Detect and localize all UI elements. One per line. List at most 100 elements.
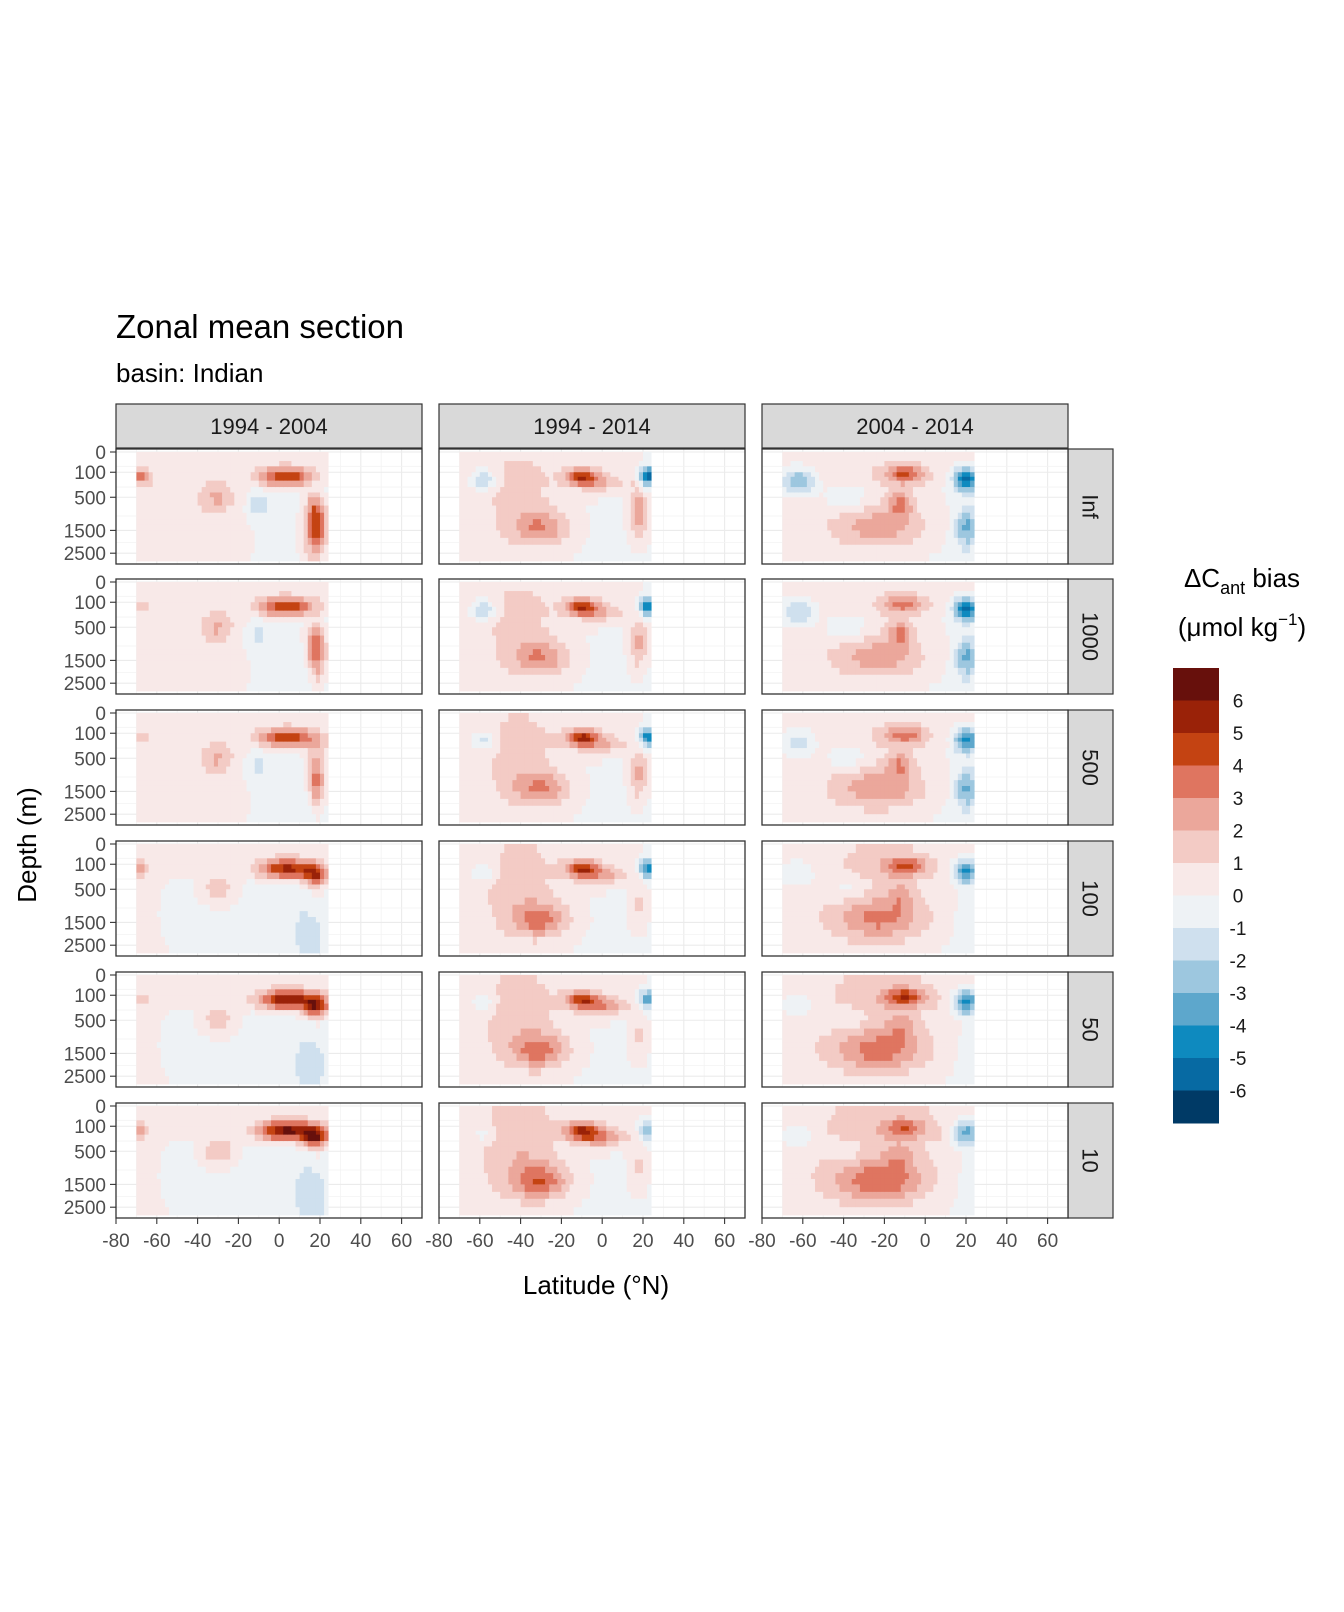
heatmap-cell — [929, 512, 934, 520]
heatmap-cell — [618, 524, 623, 531]
heatmap-cell — [953, 512, 959, 520]
heatmap-cell — [626, 602, 632, 608]
heatmap-cell — [598, 476, 603, 482]
heatmap-cell — [156, 674, 162, 684]
heatmap-cell — [794, 487, 800, 493]
heatmap-cell — [287, 466, 292, 473]
heatmap-cell — [324, 537, 329, 546]
heatmap-cell — [598, 553, 603, 562]
heatmap-cell — [169, 606, 174, 612]
heatmap-cell — [859, 683, 865, 692]
heatmap-cell — [152, 582, 158, 592]
heatmap-cell — [573, 505, 579, 514]
heatmap-cell — [148, 497, 154, 506]
heatmap-cell — [303, 452, 309, 462]
heatmap-cell — [598, 512, 603, 520]
heatmap-cell — [892, 606, 898, 612]
heatmap-cell — [638, 596, 644, 603]
heatmap-cell — [140, 610, 145, 618]
heatmap-cell — [262, 683, 268, 692]
heatmap-cell — [504, 582, 509, 592]
heatmap-cell — [925, 635, 930, 644]
heatmap-cell — [864, 524, 869, 531]
heatmap-cell — [271, 654, 276, 661]
heatmap-cell — [643, 487, 648, 493]
heatmap-cell — [900, 582, 906, 592]
heatmap-cell — [549, 530, 554, 539]
heatmap-cell — [173, 492, 178, 498]
heatmap-cell — [164, 544, 170, 554]
heatmap-cell — [471, 617, 477, 623]
heatmap-cell — [594, 610, 599, 618]
heatmap-cell — [622, 610, 628, 618]
heatmap-cell — [610, 606, 615, 612]
heatmap-cell — [859, 476, 865, 482]
heatmap-cell — [185, 627, 190, 636]
heatmap-cell — [311, 530, 317, 539]
heatmap-cell — [266, 627, 272, 636]
heatmap-cell — [872, 596, 877, 603]
heatmap-cell — [937, 524, 942, 531]
heatmap-cell — [839, 530, 844, 539]
heatmap-cell — [238, 524, 243, 531]
heatmap-cell — [193, 472, 198, 478]
heatmap-cell — [630, 480, 636, 488]
heatmap-cell — [508, 530, 513, 539]
heatmap-cell — [843, 553, 849, 562]
heatmap-cell — [459, 667, 464, 676]
heatmap-cell — [904, 642, 910, 650]
heatmap-cell — [569, 606, 575, 612]
heatmap-cell — [287, 649, 292, 656]
heatmap-cell — [258, 649, 264, 656]
heatmap-cell — [565, 642, 570, 650]
heatmap-cell — [258, 537, 264, 546]
heatmap-cell — [496, 606, 501, 612]
heatmap-cell — [496, 591, 501, 597]
heatmap-cell — [185, 635, 190, 644]
heatmap-cell — [213, 591, 219, 597]
heatmap-cell — [483, 487, 489, 493]
heatmap-cell — [222, 524, 227, 531]
heatmap-cell — [226, 674, 231, 684]
heatmap-cell — [315, 505, 321, 514]
heatmap-cell — [896, 461, 902, 467]
heatmap-cell — [315, 544, 321, 554]
heatmap-cell — [614, 654, 619, 661]
heatmap-cell — [487, 487, 493, 493]
heatmap-cell — [843, 635, 849, 644]
heatmap-cell — [287, 660, 292, 669]
heatmap-cell — [475, 472, 481, 478]
heatmap-cell — [246, 582, 252, 592]
heatmap-cell — [205, 635, 211, 644]
heatmap-cell — [156, 660, 162, 669]
heatmap-cell — [487, 596, 493, 603]
heatmap-cell — [843, 654, 849, 661]
heatmap-cell — [557, 452, 562, 462]
heatmap-cell — [295, 635, 300, 644]
heatmap-cell — [299, 635, 305, 644]
heatmap-cell — [483, 617, 489, 623]
heatmap-cell — [941, 642, 946, 650]
heatmap-cell — [798, 606, 804, 612]
heatmap-cell — [262, 461, 268, 467]
heatmap-cell — [189, 519, 194, 526]
heatmap-cell — [246, 683, 252, 692]
heatmap-cell — [479, 627, 485, 636]
heatmap-cell — [254, 505, 260, 514]
heatmap-cell — [315, 487, 321, 493]
heatmap-cell — [152, 472, 158, 478]
heatmap-cell — [549, 537, 554, 546]
heatmap-cell — [279, 667, 284, 676]
heatmap-cell — [626, 519, 632, 526]
heatmap-cell — [598, 627, 603, 636]
heatmap-cell — [941, 596, 946, 603]
heatmap-cell — [835, 472, 840, 478]
heatmap-cell — [189, 627, 194, 636]
row-strip-label-3: 100 — [1078, 880, 1103, 917]
heatmap-cell — [238, 654, 243, 661]
heatmap-cell — [463, 519, 468, 526]
heatmap-cell — [892, 622, 898, 628]
heatmap-cell — [483, 544, 489, 554]
heatmap-cell — [908, 452, 914, 462]
heatmap-cell — [581, 622, 587, 628]
